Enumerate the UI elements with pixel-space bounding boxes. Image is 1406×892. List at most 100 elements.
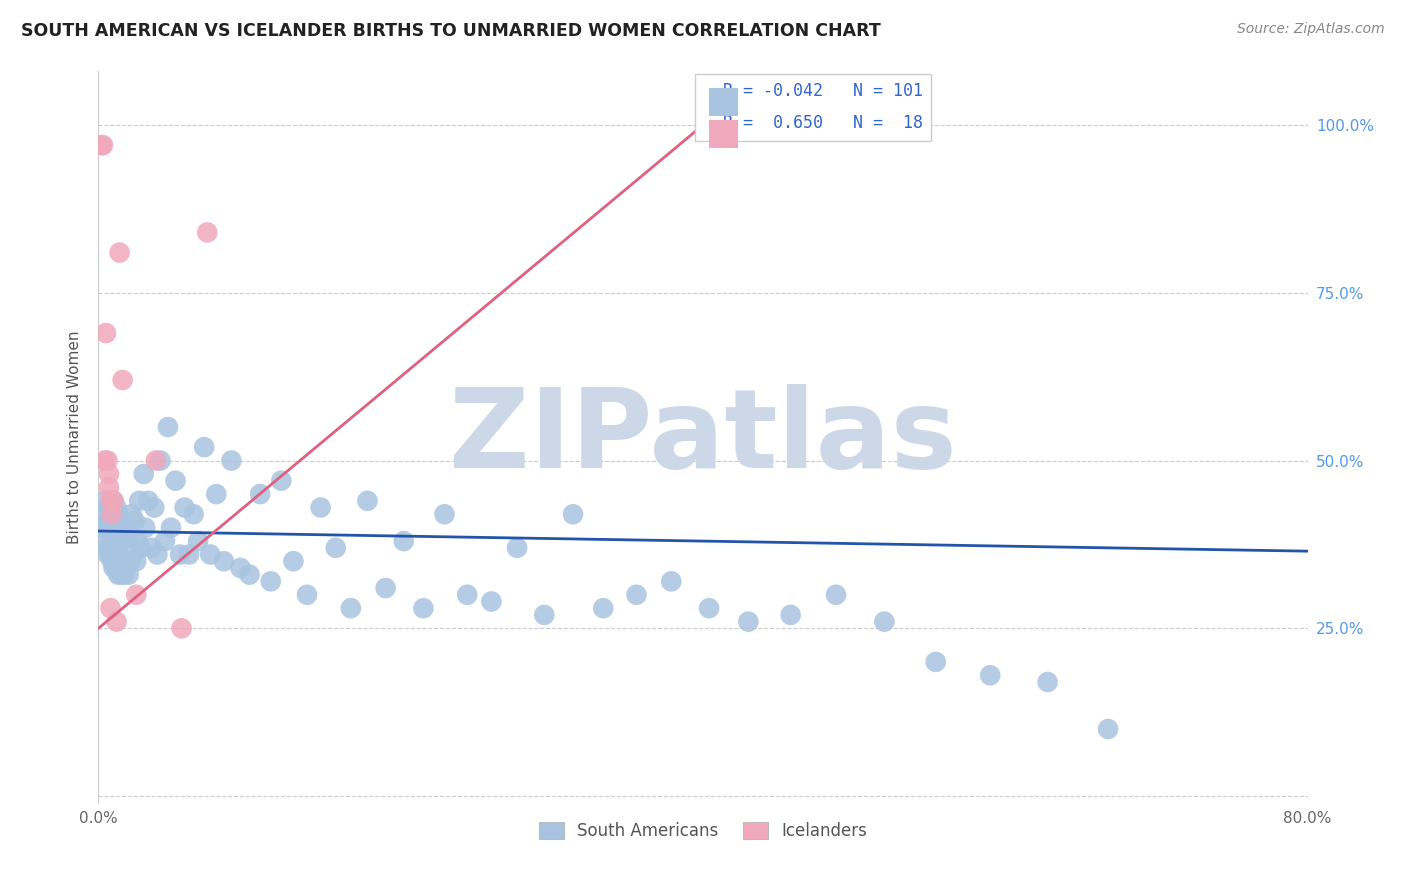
- Point: [101, 508, 124, 522]
- Point: [779, 607, 801, 622]
- Point: [98, 480, 121, 494]
- Point: [153, 534, 176, 549]
- Point: [105, 534, 128, 549]
- Point: [103, 521, 125, 535]
- Bar: [709, 120, 738, 148]
- Point: [103, 493, 125, 508]
- Point: [108, 561, 131, 575]
- Point: [110, 534, 132, 549]
- Point: [562, 508, 585, 522]
- Point: [737, 615, 759, 629]
- Point: [91, 521, 114, 535]
- Point: [96, 453, 118, 467]
- Point: [120, 554, 142, 568]
- Point: [481, 594, 503, 608]
- Point: [100, 601, 122, 615]
- Point: [141, 541, 163, 555]
- Point: [187, 534, 209, 549]
- Point: [626, 588, 648, 602]
- Point: [179, 548, 201, 562]
- Point: [1097, 722, 1119, 736]
- Point: [127, 534, 149, 549]
- Point: [229, 561, 252, 575]
- Point: [173, 500, 195, 515]
- Point: [112, 567, 135, 582]
- Point: [146, 548, 169, 562]
- Point: [94, 534, 117, 549]
- Point: [96, 548, 118, 562]
- Point: [136, 493, 159, 508]
- Point: [101, 508, 124, 522]
- Point: [195, 226, 218, 240]
- Point: [659, 574, 682, 589]
- Point: [149, 453, 172, 467]
- Point: [200, 548, 222, 562]
- Point: [96, 514, 118, 528]
- Point: [325, 541, 347, 555]
- Point: [183, 508, 205, 522]
- Point: [94, 326, 117, 340]
- Point: [260, 574, 283, 589]
- Point: [124, 514, 146, 528]
- Point: [249, 487, 271, 501]
- Point: [129, 541, 152, 555]
- Point: [105, 500, 128, 515]
- Point: [697, 601, 720, 615]
- Text: Source: ZipAtlas.com: Source: ZipAtlas.com: [1237, 22, 1385, 37]
- Point: [125, 588, 148, 602]
- Point: [118, 567, 141, 582]
- Point: [125, 554, 148, 568]
- Point: [239, 567, 262, 582]
- Point: [111, 521, 134, 535]
- Point: [101, 554, 124, 568]
- Point: [104, 514, 127, 528]
- Point: [111, 373, 134, 387]
- Point: [193, 440, 215, 454]
- Point: [340, 601, 363, 615]
- Point: [107, 567, 129, 582]
- Point: [309, 500, 332, 515]
- Point: [270, 474, 292, 488]
- Point: [295, 588, 318, 602]
- Point: [145, 453, 167, 467]
- Point: [100, 548, 122, 562]
- Point: [98, 521, 121, 535]
- Point: [103, 541, 125, 555]
- Point: [283, 554, 305, 568]
- Point: [132, 467, 155, 481]
- Point: [156, 420, 179, 434]
- Point: [104, 554, 127, 568]
- Point: [107, 508, 129, 522]
- Point: [107, 541, 129, 555]
- Point: [392, 534, 415, 549]
- Point: [412, 601, 434, 615]
- Point: [134, 521, 156, 535]
- Point: [169, 548, 191, 562]
- Point: [114, 561, 136, 575]
- Point: [105, 615, 128, 629]
- Point: [165, 474, 187, 488]
- Point: [160, 521, 183, 535]
- Text: ZIPatlas: ZIPatlas: [449, 384, 957, 491]
- Point: [101, 534, 124, 549]
- Point: [925, 655, 948, 669]
- Point: [98, 541, 121, 555]
- Point: [122, 548, 145, 562]
- Point: [506, 541, 529, 555]
- Legend: South Americans, Icelanders: South Americans, Icelanders: [531, 815, 875, 847]
- Point: [105, 561, 128, 575]
- Point: [91, 138, 114, 153]
- Point: [456, 588, 478, 602]
- Point: [108, 521, 131, 535]
- Point: [93, 493, 115, 508]
- Point: [108, 245, 131, 260]
- Point: [128, 493, 150, 508]
- Point: [121, 508, 143, 522]
- Point: [979, 668, 1001, 682]
- Point: [98, 467, 121, 481]
- Point: [111, 561, 134, 575]
- Point: [533, 607, 555, 622]
- Point: [93, 453, 115, 467]
- Point: [90, 138, 112, 153]
- Point: [592, 601, 614, 615]
